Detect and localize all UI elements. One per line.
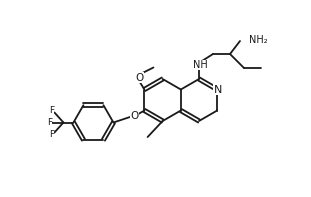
Text: F: F bbox=[49, 106, 54, 115]
Text: N: N bbox=[214, 85, 222, 95]
Text: O: O bbox=[135, 72, 144, 83]
Text: O: O bbox=[130, 111, 139, 121]
Text: NH₂: NH₂ bbox=[249, 35, 268, 45]
Text: NH: NH bbox=[193, 60, 207, 70]
Text: F: F bbox=[47, 118, 52, 127]
Text: F: F bbox=[49, 130, 54, 139]
